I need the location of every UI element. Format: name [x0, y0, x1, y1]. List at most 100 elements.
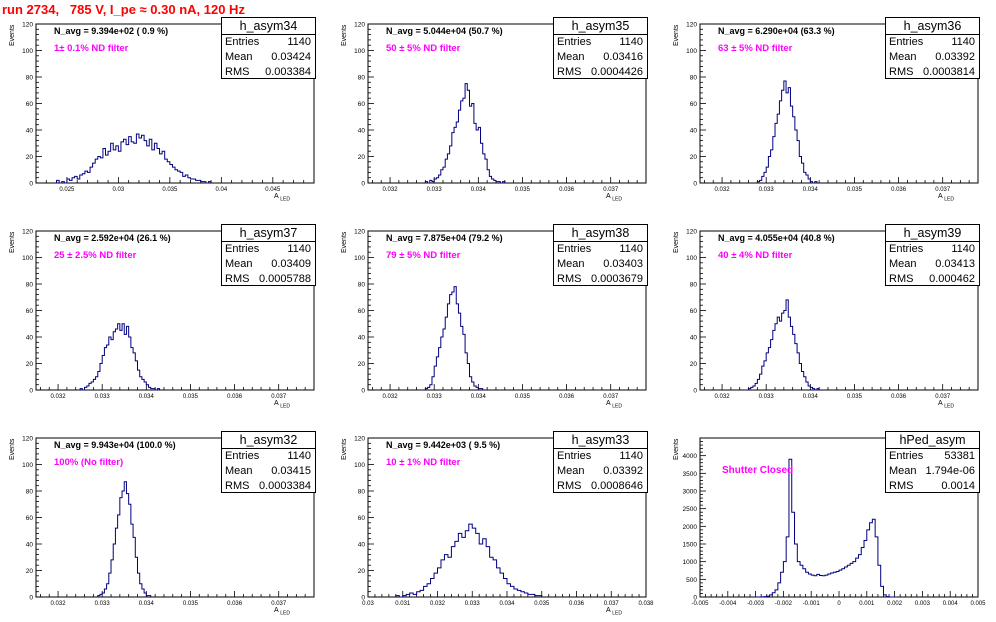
- stats-row-mean: Mean 0.03409: [222, 257, 315, 272]
- stats-key: RMS: [557, 273, 582, 285]
- y-tick-label: 1000: [683, 559, 698, 566]
- stats-key: Mean: [225, 258, 253, 270]
- stats-title: h_asym38: [554, 225, 647, 242]
- stats-key: Entries: [557, 36, 592, 48]
- stats-value: 1140: [287, 450, 311, 462]
- stats-value: 0.0003814: [923, 66, 975, 78]
- histogram-h_asym35: 0 20 40 60 80 100 120 0.032 0.033 0.034 0.035 0.036…: [354, 22, 647, 193]
- stats-value: 1140: [619, 450, 643, 462]
- x-tick-label: 0.033: [759, 394, 775, 400]
- y-tick-label: 0: [361, 181, 365, 188]
- stats-row-entries: Entries 1140: [554, 449, 647, 464]
- x-tick-label: 0.037: [935, 187, 951, 193]
- stats-row-rms: RMS 0.0003679: [554, 272, 647, 287]
- navg-label: N_avg = 9.394e+02 ( 0.9 %): [54, 26, 169, 36]
- panel-h_asym39: 0 20 40 60 80 100 120 0.032 0.033 0.034 0.035 0.036…: [664, 207, 996, 414]
- stats-title: h_asym32: [222, 432, 315, 449]
- y-tick-label: 0: [29, 181, 33, 188]
- stats-row-entries: Entries 1140: [886, 35, 979, 50]
- histogram-h_asym39: 0 20 40 60 80 100 120 0.032 0.033 0.034 0.035 0.036…: [686, 229, 979, 400]
- x-tick-label: 0.034: [499, 601, 515, 607]
- x-tick-label: 0.034: [803, 394, 819, 400]
- y-tick-label: 40: [26, 335, 34, 342]
- y-tick-label: 60: [690, 101, 698, 108]
- x-tick-label: 0.001: [859, 601, 875, 607]
- y-tick-label: 20: [26, 361, 34, 368]
- y-tick-label: 120: [22, 229, 33, 236]
- y-tick-label: 100: [354, 48, 365, 55]
- histogram-h_asym36: 0 20 40 60 80 100 120 0.032 0.033 0.034 0.035 0.036…: [686, 22, 979, 193]
- y-tick-label: 60: [690, 308, 698, 315]
- stats-row-rms: RMS 0.0004426: [554, 65, 647, 80]
- panel-h_asym37: 0 20 40 60 80 100 120 0.032 0.033 0.034 0.035 0.036…: [0, 207, 332, 414]
- stats-key: Mean: [557, 465, 585, 477]
- stats-key: Mean: [225, 465, 253, 477]
- filter-label: 1± 0.1% ND filter: [54, 43, 129, 54]
- stats-key: Entries: [225, 450, 260, 462]
- y-tick-label: 80: [26, 489, 34, 496]
- stats-title: h_asym34: [222, 18, 315, 35]
- x-tick-label: 0.037: [271, 394, 287, 400]
- stats-row-rms: RMS 0.003384: [222, 65, 315, 80]
- stats-box: h_asym33 Entries 1140 Mean 0.03392 RMS 0.00086…: [553, 431, 648, 493]
- stats-value: 1.794e-06: [925, 465, 975, 477]
- x-tick-label: 0.034: [139, 394, 155, 400]
- stats-title: h_asym37: [222, 225, 315, 242]
- stats-value: 0.0005788: [259, 273, 311, 285]
- stats-value: 0.03424: [271, 51, 311, 63]
- y-tick-label: 80: [358, 489, 366, 496]
- x-tick-label: 0.036: [559, 394, 575, 400]
- y-tick-label: 20: [690, 361, 698, 368]
- x-tick-label: 0.035: [847, 187, 863, 193]
- y-tick-label: 120: [22, 22, 33, 29]
- stats-value: 1140: [287, 36, 311, 48]
- stats-value: 0.03409: [271, 258, 311, 270]
- x-tick-label: 0.034: [471, 394, 487, 400]
- stats-row-mean: Mean 0.03392: [554, 464, 647, 479]
- y-tick-label: 80: [358, 282, 366, 289]
- stats-key: Mean: [557, 51, 585, 63]
- x-tick-label: 0.004: [943, 601, 959, 607]
- x-tick-label: 0.035: [515, 394, 531, 400]
- y-tick-label: 60: [26, 515, 34, 522]
- x-tick-label: 0.034: [803, 187, 819, 193]
- y-tick-label: 100: [22, 255, 33, 262]
- stats-title: hPed_asym: [886, 432, 979, 449]
- stats-row-mean: Mean 0.03403: [554, 257, 647, 272]
- x-axis-label: A LED: [606, 193, 622, 203]
- y-tick-label: 60: [26, 101, 34, 108]
- y-axis-label: Events: [673, 231, 680, 253]
- y-tick-label: 20: [358, 361, 366, 368]
- y-tick-label: 100: [22, 462, 33, 469]
- histogram-hPed_asym: 0 500 1000 1500 2000 2500 3000 3500 4000 -0.005 -0…: [683, 437, 986, 607]
- filter-label: 25 ± 2.5% ND filter: [54, 250, 137, 261]
- stats-row-mean: Mean 0.03415: [222, 464, 315, 479]
- stats-key: RMS: [889, 273, 914, 285]
- x-tick-label: 0.033: [95, 394, 111, 400]
- y-axis-label: Events: [673, 24, 680, 46]
- stats-row-rms: RMS 0.0014: [886, 479, 979, 494]
- stats-key: RMS: [225, 480, 250, 492]
- x-tick-label: 0.035: [515, 187, 531, 193]
- x-tick-label: 0.032: [430, 601, 446, 607]
- panel-hPed_asym: 0 500 1000 1500 2000 2500 3000 3500 4000 -0.005 -0…: [664, 414, 996, 621]
- x-tick-label: 0.032: [383, 394, 399, 400]
- histogram-h_asym34: 0 20 40 60 80 100 120 0.025 0.03 0.035 0.04 0.045: [22, 22, 315, 193]
- x-tick-label: 0.036: [569, 601, 585, 607]
- x-tick-label: 0.033: [95, 601, 111, 607]
- stats-row-rms: RMS 0.0005788: [222, 272, 315, 287]
- y-tick-label: 120: [686, 22, 697, 29]
- stats-row-rms: RMS 0.000462: [886, 272, 979, 287]
- stats-row-entries: Entries 1140: [554, 242, 647, 257]
- histogram-line: [755, 458, 898, 598]
- x-axis-label: A LED: [274, 607, 290, 617]
- panel-h_asym36: 0 20 40 60 80 100 120 0.032 0.033 0.034 0.035 0.036…: [664, 0, 996, 207]
- x-tick-label: 0.033: [759, 187, 775, 193]
- stats-row-mean: Mean 0.03424: [222, 50, 315, 65]
- y-tick-label: 0: [361, 595, 365, 602]
- x-tick-label: 0.034: [471, 187, 487, 193]
- histogram-line: [79, 323, 161, 391]
- stats-title: h_asym35: [554, 18, 647, 35]
- stats-box: h_asym39 Entries 1140 Mean 0.03413 RMS 0.00046…: [885, 224, 980, 286]
- x-axis-label: A LED: [274, 193, 290, 203]
